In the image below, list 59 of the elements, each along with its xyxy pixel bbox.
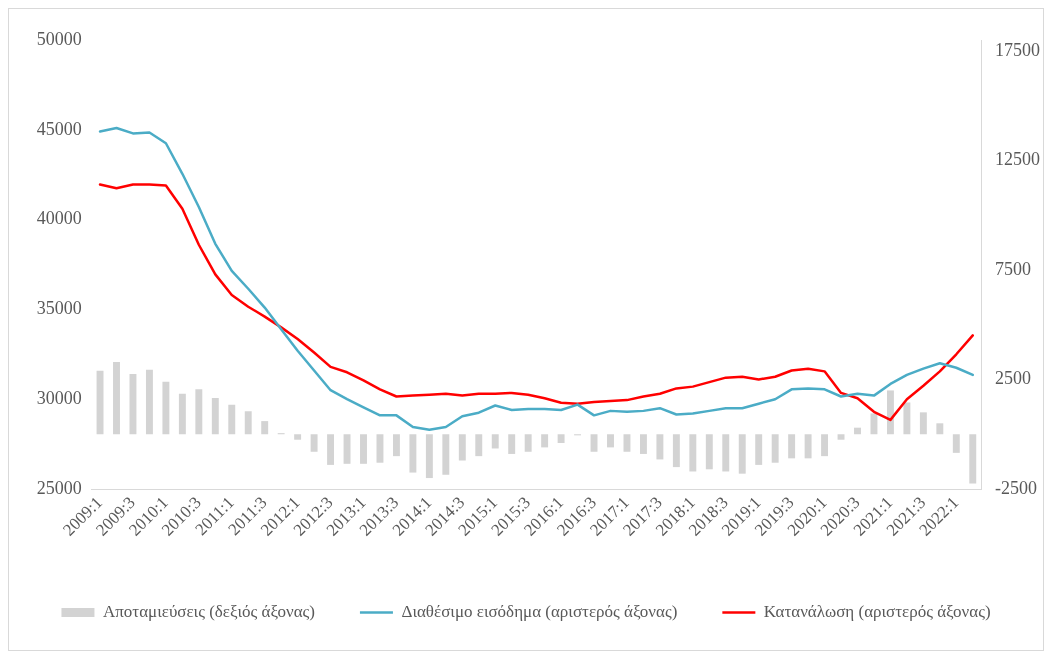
bar <box>113 361 120 435</box>
bar <box>854 427 861 435</box>
bar <box>788 434 796 459</box>
bar <box>607 434 614 448</box>
y2-tick-label: 17500 <box>995 39 1040 60</box>
bar <box>261 421 269 435</box>
bar <box>722 434 730 472</box>
bar <box>409 434 417 473</box>
bar <box>541 434 549 448</box>
bar <box>475 434 483 457</box>
y2-tick-label: -2500 <box>995 477 1037 498</box>
bar <box>755 434 763 465</box>
bar <box>508 434 516 454</box>
y-tick-label: 50000 <box>36 28 82 49</box>
bar <box>228 404 236 435</box>
bar <box>837 434 845 440</box>
bar <box>919 412 927 435</box>
bar <box>969 434 977 484</box>
legend-label: Αποταμιεύσεις (δεξιός άξονας) <box>102 601 315 621</box>
y-tick-label: 45000 <box>36 118 82 139</box>
bar <box>804 434 812 459</box>
bar <box>936 423 944 435</box>
bar <box>821 434 829 457</box>
bar <box>656 434 664 460</box>
bar <box>903 402 911 435</box>
bar <box>738 434 746 474</box>
bar <box>886 390 894 435</box>
bar <box>327 434 335 465</box>
y-tick-label: 25000 <box>36 477 82 498</box>
y2-tick-label: 2500 <box>995 368 1031 389</box>
bar <box>458 434 466 461</box>
bar <box>178 393 186 435</box>
y-tick-label: 35000 <box>36 298 82 319</box>
legend-label: Διαθέσιμο εισόδημα (αριστερός άξονας) <box>401 601 678 621</box>
legend-label: Κατανάλωση (αριστερός άξονας) <box>763 601 991 621</box>
bar <box>392 434 400 457</box>
bar <box>310 434 318 452</box>
bar <box>211 398 219 435</box>
bar <box>162 381 170 435</box>
y-tick-label: 30000 <box>36 387 82 408</box>
bar <box>195 389 203 435</box>
bar <box>689 434 697 472</box>
y2-tick-label: 7500 <box>995 258 1031 279</box>
bar <box>145 369 153 435</box>
bar <box>672 434 680 468</box>
y-tick-label: 40000 <box>36 208 82 229</box>
bar <box>557 434 565 444</box>
bar <box>705 434 713 470</box>
bar <box>491 434 499 449</box>
bar <box>425 434 433 479</box>
bar <box>952 434 960 453</box>
y2-tick-label: 12500 <box>995 149 1040 170</box>
bar <box>639 434 647 454</box>
bar <box>524 434 532 452</box>
bar <box>294 434 302 440</box>
bar <box>244 411 252 435</box>
bar <box>360 434 367 464</box>
bar <box>442 434 450 475</box>
bar <box>771 434 779 463</box>
